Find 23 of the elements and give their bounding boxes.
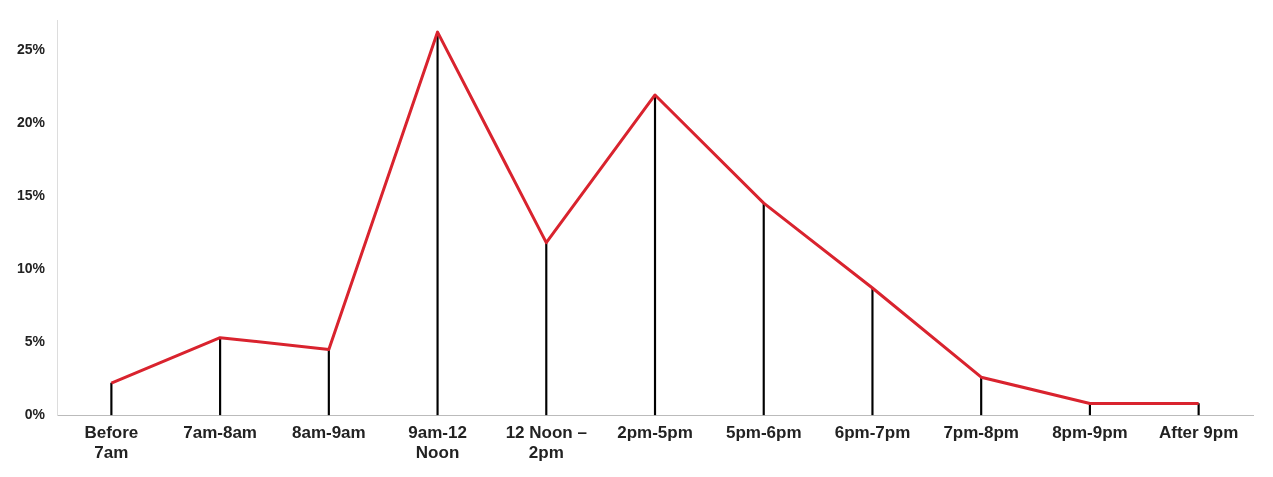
y-tick-label: 25% — [16, 40, 46, 57]
x-tick-label: 8pm-9pm — [1052, 423, 1128, 443]
x-tick-label: 2pm-5pm — [617, 423, 693, 443]
x-tick-label: Before 7am — [84, 423, 139, 463]
x-tick-label: 12 Noon – 2pm — [505, 423, 587, 463]
bar — [545, 242, 548, 416]
x-tick-label: 6pm-7pm — [834, 423, 911, 443]
y-tick-label: 0% — [24, 406, 46, 423]
y-tick-label: 20% — [16, 113, 46, 130]
y-tick-label: 5% — [24, 332, 46, 349]
bar — [110, 382, 113, 416]
bar — [762, 202, 765, 416]
y-tick-label: 10% — [16, 259, 46, 276]
bar — [219, 337, 222, 416]
x-tick-label: 7am-8am — [183, 423, 257, 443]
y-tick-label: 15% — [16, 186, 46, 203]
x-tick-label: 7pm-8pm — [943, 423, 1019, 443]
bar — [327, 349, 330, 416]
x-tick-label: 5pm-6pm — [725, 423, 802, 443]
bar — [871, 287, 874, 416]
x-tick-label: After 9pm — [1158, 423, 1239, 443]
x-tick-label: 9am-12 Noon — [408, 423, 467, 463]
x-tick-label: 8am-9am — [291, 423, 366, 443]
